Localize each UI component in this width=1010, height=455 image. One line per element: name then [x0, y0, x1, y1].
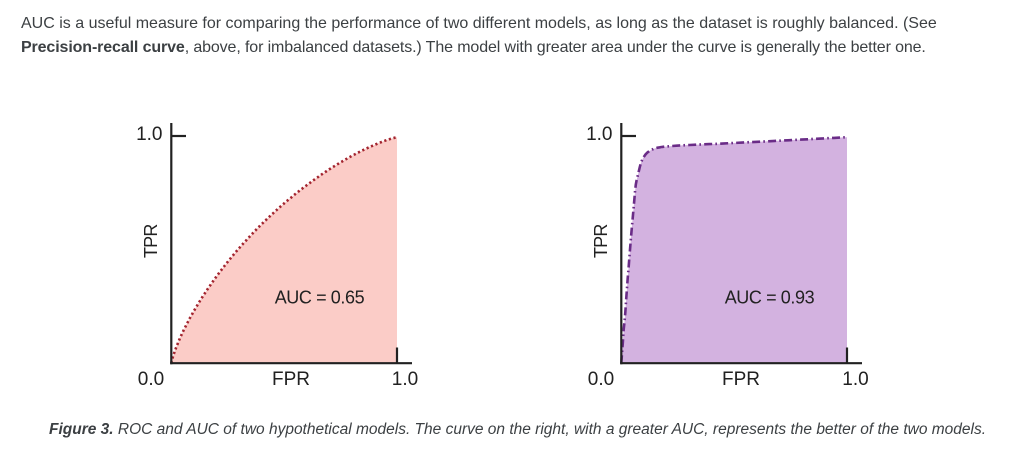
svg-text:AUC = 0.93: AUC = 0.93: [725, 287, 815, 307]
svg-text:1.0: 1.0: [586, 124, 612, 145]
svg-text:AUC = 0.65: AUC = 0.65: [275, 287, 365, 307]
svg-text:TPR: TPR: [591, 224, 611, 258]
svg-text:0.0: 0.0: [138, 369, 164, 390]
svg-text:FPR: FPR: [272, 369, 310, 390]
svg-text:1.0: 1.0: [842, 369, 868, 390]
svg-text:1.0: 1.0: [392, 369, 418, 390]
svg-text:0.0: 0.0: [588, 369, 614, 390]
svg-text:1.0: 1.0: [136, 124, 162, 145]
svg-text:FPR: FPR: [722, 369, 760, 390]
svg-text:TPR: TPR: [141, 224, 161, 258]
